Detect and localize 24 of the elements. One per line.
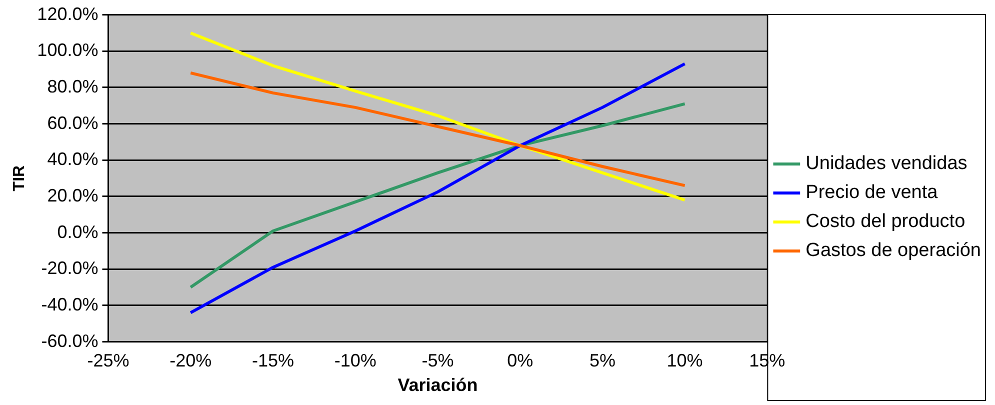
legend-label: Costo del producto — [806, 211, 966, 232]
legend-label: Precio de venta — [806, 182, 938, 204]
y-tick-label: 20.0% — [47, 185, 98, 206]
x-tick-label: 10% — [666, 350, 703, 371]
y-tick-label: -40.0% — [41, 294, 98, 314]
legend-label: Unidades vendidas — [806, 153, 968, 174]
y-tick-label: 80.0% — [47, 76, 98, 96]
x-tick-label: 0% — [507, 350, 534, 371]
x-tick-label: -20% — [170, 350, 212, 371]
x-tick-label: -15% — [252, 350, 294, 371]
x-tick-label: 5% — [589, 350, 616, 371]
y-tick-label: 100.0% — [37, 40, 98, 60]
y-tick-label: -60.0% — [41, 330, 98, 351]
y-tick-label: 60.0% — [47, 112, 98, 133]
x-tick-label: -5% — [422, 350, 454, 371]
x-tick-label: -25% — [87, 350, 130, 371]
y-tick-label: 0.0% — [57, 222, 98, 242]
y-axis-title: TIR — [11, 164, 28, 192]
y-tick-label: 40.0% — [47, 149, 98, 170]
y-tick-label: 120.0% — [37, 4, 98, 24]
x-axis-title: Variación — [398, 375, 478, 396]
legend-label: Gastos de operación — [806, 240, 982, 262]
y-tick-label: -20.0% — [41, 258, 98, 278]
x-tick-label: -10% — [334, 350, 376, 371]
